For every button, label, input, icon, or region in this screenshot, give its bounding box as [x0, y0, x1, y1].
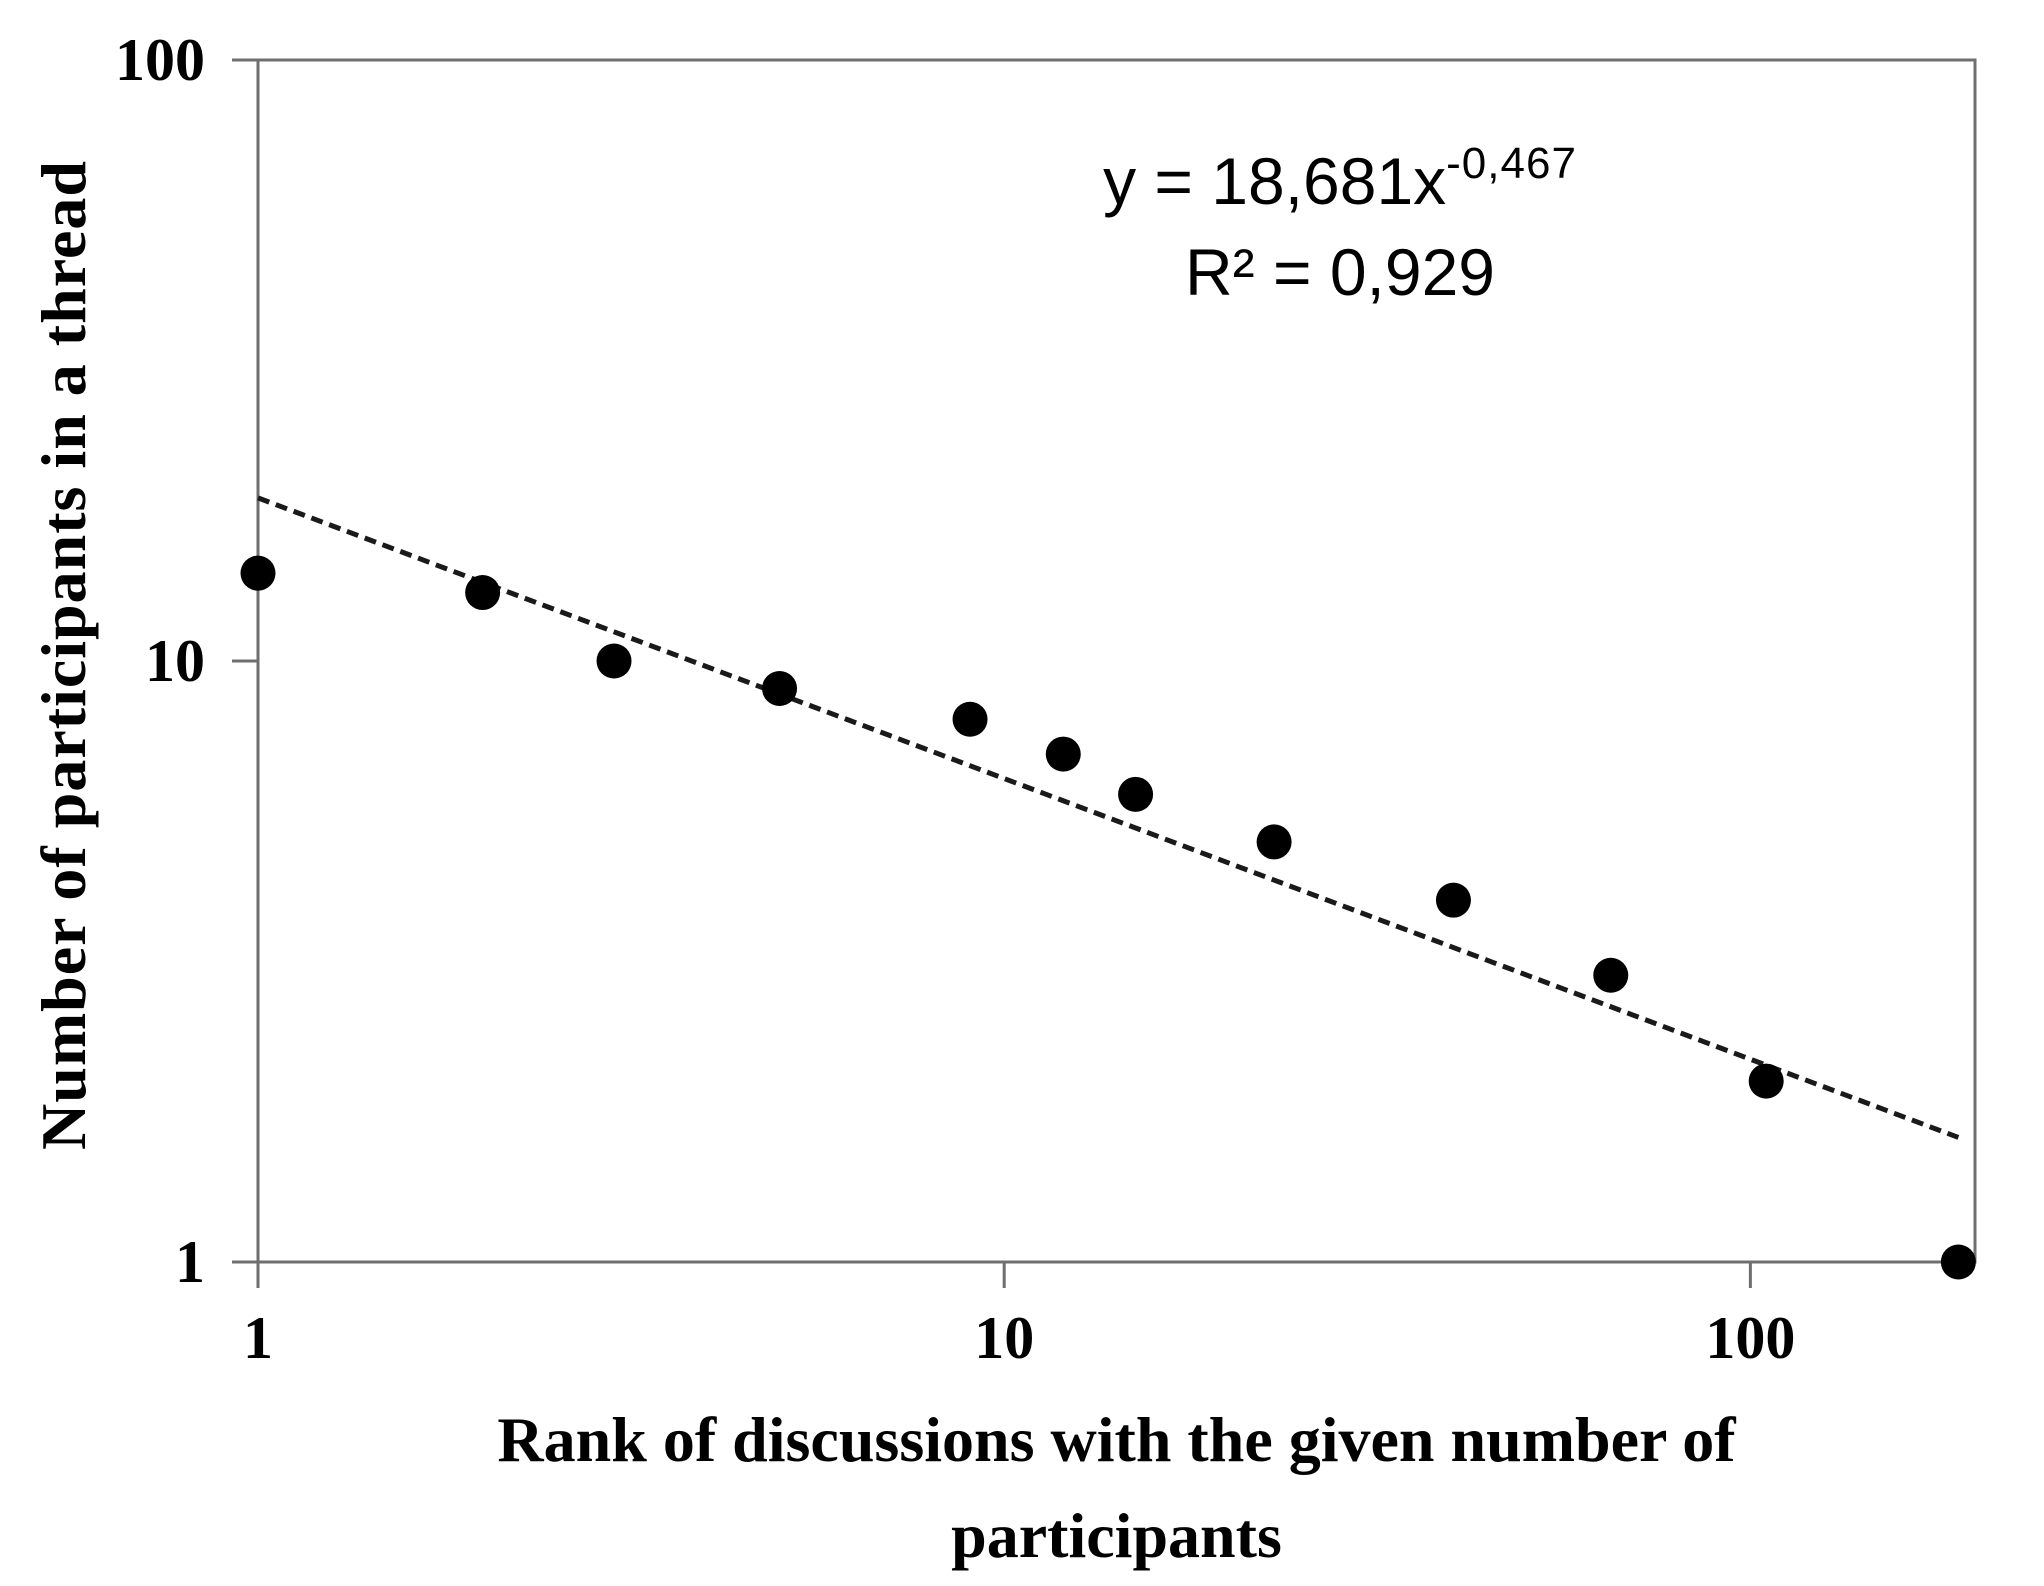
data-point [1045, 736, 1081, 772]
data-point [1435, 882, 1471, 918]
trendline-equation-exponent: -0,467 [1446, 139, 1577, 188]
y-tick-label: 100 [115, 27, 205, 93]
trendline [257, 495, 1960, 1140]
data-point [952, 701, 988, 737]
trendline-annotation: y = 18,681x-0,467 R² = 0,929 [940, 139, 1740, 313]
data-point [596, 643, 632, 679]
data-point [1940, 1244, 1976, 1280]
y-tick-label: 10 [145, 628, 205, 694]
data-point [1748, 1063, 1784, 1099]
y-tick-label: 1 [175, 1229, 205, 1295]
trendline-equation-base: y = 18,681x [1103, 144, 1447, 218]
x-tick-label: 1 [243, 1305, 273, 1371]
x-axis-title: Rank of discussions with the given numbe… [258, 1392, 1975, 1584]
trendline-equation: y = 18,681x-0,467 [940, 139, 1740, 231]
data-point [762, 671, 798, 707]
r-squared-label: R² = 0,929 [1184, 235, 1496, 309]
x-tick-label: 10 [974, 1305, 1035, 1371]
data-point [240, 555, 276, 591]
data-point [465, 575, 501, 611]
data-point [1256, 824, 1292, 860]
x-axis-title-line1: Rank of discussions with the given numbe… [497, 1404, 1736, 1475]
x-tick-label: 100 [1705, 1305, 1796, 1371]
x-axis-title-line2: participants [951, 1500, 1282, 1571]
data-point [1593, 957, 1629, 993]
data-point [1118, 776, 1154, 812]
